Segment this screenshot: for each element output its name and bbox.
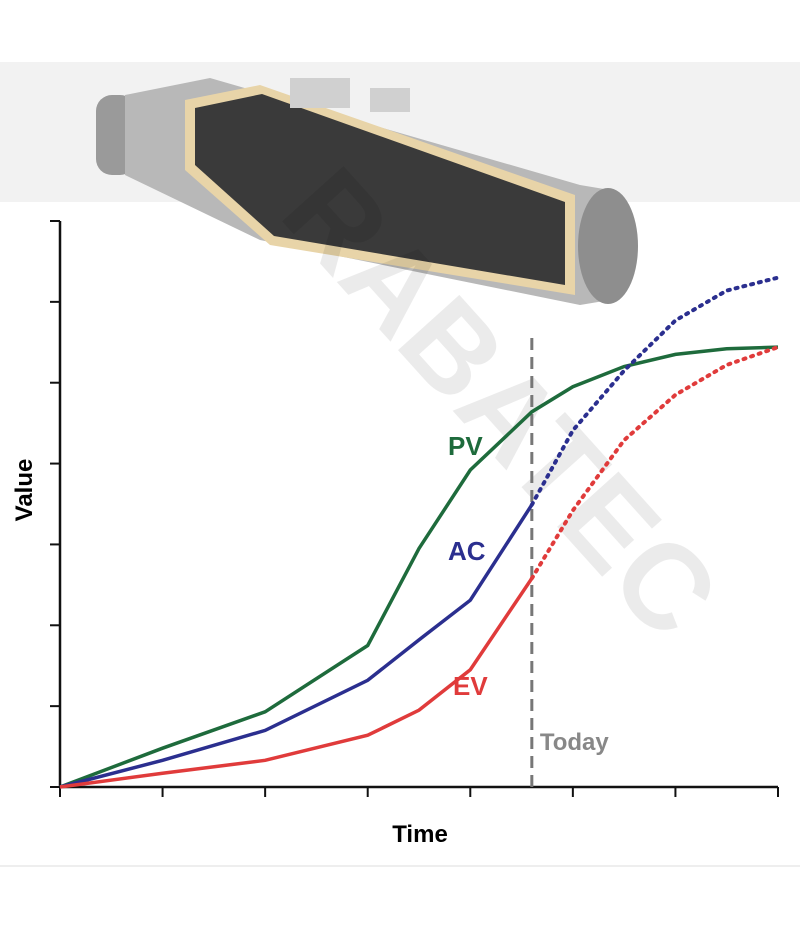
series-label: EV (453, 671, 488, 701)
series-label: AC (448, 536, 486, 566)
y-axis-label: Value (11, 459, 38, 522)
forecast-line (529, 345, 780, 581)
x-axis-label: Time (392, 821, 448, 848)
converter-illustration (96, 78, 638, 305)
forecast-line (529, 275, 780, 507)
series-label: PV (448, 431, 483, 461)
series-line (59, 345, 779, 789)
series-line (59, 503, 534, 789)
series-line (59, 577, 534, 789)
today-label: Today (540, 729, 610, 756)
